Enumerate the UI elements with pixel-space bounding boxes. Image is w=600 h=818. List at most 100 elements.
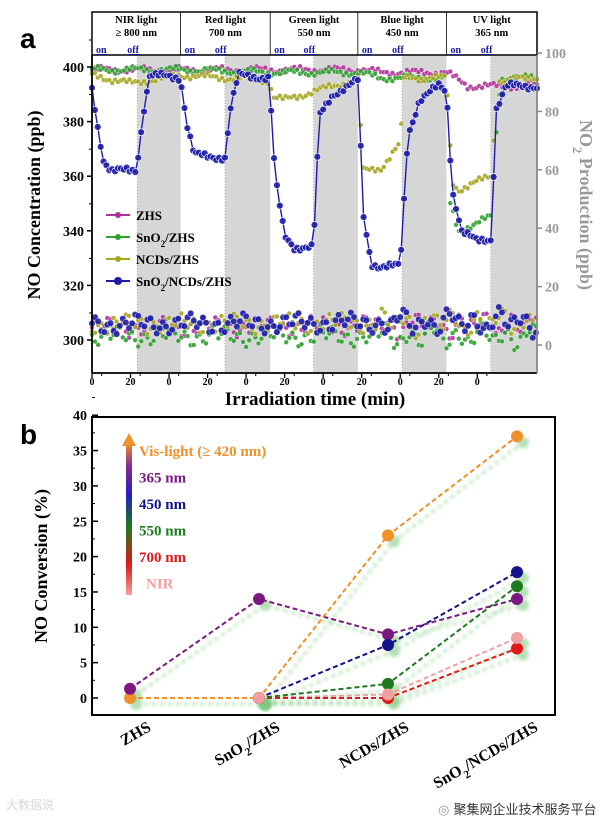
no2-point bbox=[307, 314, 315, 322]
no2-point bbox=[493, 332, 499, 338]
no-point bbox=[131, 168, 140, 176]
no2-point bbox=[456, 336, 462, 342]
no2-point bbox=[517, 334, 524, 340]
no2-point bbox=[242, 312, 250, 320]
no-point bbox=[447, 68, 453, 75]
x-tick-label: 20 bbox=[280, 377, 290, 388]
no2-point bbox=[526, 324, 534, 332]
no2-point bbox=[530, 317, 536, 323]
no2-point bbox=[280, 332, 286, 339]
no-point bbox=[187, 76, 193, 82]
no2-point bbox=[298, 318, 305, 325]
no2-point bbox=[483, 333, 490, 339]
no-point bbox=[134, 153, 142, 162]
no2-point bbox=[214, 319, 222, 327]
x-axis-title: Irradiation time (min) bbox=[225, 389, 405, 410]
no-point bbox=[270, 154, 278, 162]
no2-point bbox=[495, 303, 503, 311]
no2-point bbox=[382, 309, 388, 316]
data-point-5-2 bbox=[382, 688, 394, 701]
no2-point bbox=[409, 330, 416, 338]
no2-point bbox=[459, 341, 465, 347]
x-tick-label: 0 bbox=[475, 377, 480, 388]
no2-point bbox=[396, 313, 404, 321]
no2-point bbox=[288, 320, 296, 328]
no2-point bbox=[492, 312, 500, 320]
no2-point bbox=[436, 328, 444, 336]
no2-point bbox=[202, 319, 210, 327]
y-tick-label: 300 bbox=[63, 334, 84, 349]
x-tick-label: 20 bbox=[357, 377, 367, 388]
no2-point bbox=[443, 305, 450, 313]
no2-point bbox=[440, 335, 446, 342]
no2-point bbox=[267, 317, 275, 325]
no2-point bbox=[116, 322, 124, 330]
no-point bbox=[418, 67, 425, 73]
no-point bbox=[137, 128, 145, 136]
category-label: SnO2/NCDs/ZHS bbox=[431, 719, 544, 797]
no-point bbox=[430, 75, 436, 82]
no2-point bbox=[322, 318, 330, 326]
no2-point bbox=[196, 319, 204, 327]
legend-marker bbox=[115, 234, 121, 240]
no2-point bbox=[184, 333, 191, 339]
no-point bbox=[525, 74, 531, 80]
no-point bbox=[221, 153, 229, 162]
y-axis-title: NO Concentration (ppb) bbox=[24, 110, 45, 299]
no2-point bbox=[400, 321, 406, 327]
no-point bbox=[447, 200, 453, 206]
y-tick-label: 20 bbox=[73, 551, 87, 566]
category-label: NCDs/ZHS bbox=[337, 719, 413, 772]
no-point bbox=[277, 71, 283, 77]
no2-point bbox=[162, 323, 170, 330]
x-tick-label: 20 bbox=[203, 377, 213, 388]
no2-point bbox=[402, 308, 410, 316]
no-point bbox=[279, 217, 287, 225]
no-point bbox=[180, 104, 189, 112]
no-point bbox=[313, 153, 322, 161]
no-point bbox=[297, 63, 303, 69]
no2-point bbox=[464, 322, 472, 330]
segment-wavelength-4: 365 nm bbox=[475, 28, 508, 39]
no-point bbox=[259, 69, 266, 75]
data-point-0-0 bbox=[124, 692, 136, 704]
no2-point bbox=[134, 312, 142, 320]
legend-label-4: 700 nm bbox=[139, 550, 187, 566]
off-label-2: off bbox=[304, 45, 316, 56]
segment-wavelength-3: 450 nm bbox=[386, 28, 419, 39]
wechat-icon: ◎ bbox=[438, 803, 454, 818]
no-point bbox=[443, 103, 452, 112]
no2-point bbox=[363, 339, 369, 345]
no2-point bbox=[388, 335, 394, 341]
no2-point bbox=[283, 339, 289, 345]
no-point bbox=[369, 165, 375, 171]
category-label: ZHS bbox=[118, 719, 154, 750]
no2-point bbox=[391, 345, 397, 351]
no2-point bbox=[511, 326, 517, 332]
y-tick-label: 10 bbox=[73, 621, 87, 636]
no2-point bbox=[400, 335, 406, 342]
no2-point bbox=[406, 314, 413, 320]
no-point bbox=[183, 124, 192, 132]
panel-b: 0 5 10 15 20 25 30 35 40 NO Conversion (%) b ZHS SnO… bbox=[20, 397, 556, 797]
legend-label-2: 450 nm bbox=[139, 497, 187, 513]
no2-point bbox=[529, 334, 537, 342]
no-point bbox=[140, 107, 148, 116]
no2-point bbox=[487, 337, 493, 343]
no-point bbox=[498, 90, 507, 99]
x-tick-label: 0 bbox=[90, 377, 95, 388]
no2-point bbox=[140, 323, 148, 330]
no2-point bbox=[246, 337, 252, 343]
no2-point bbox=[271, 334, 277, 340]
panel-a: NIR light ≥ 800 nm on off Red light 700 nm on o… bbox=[20, 11, 596, 410]
legend-label-3: 550 nm bbox=[139, 524, 187, 540]
no2-point bbox=[234, 313, 240, 320]
legend-label-5: NIR bbox=[146, 577, 174, 593]
no-point bbox=[387, 156, 393, 162]
no2-point bbox=[508, 331, 514, 337]
no-point bbox=[482, 216, 488, 222]
off-label-0: off bbox=[127, 45, 139, 56]
no2-point bbox=[427, 316, 435, 324]
no-point bbox=[267, 107, 275, 115]
segment-name-1: Red light bbox=[205, 15, 247, 26]
